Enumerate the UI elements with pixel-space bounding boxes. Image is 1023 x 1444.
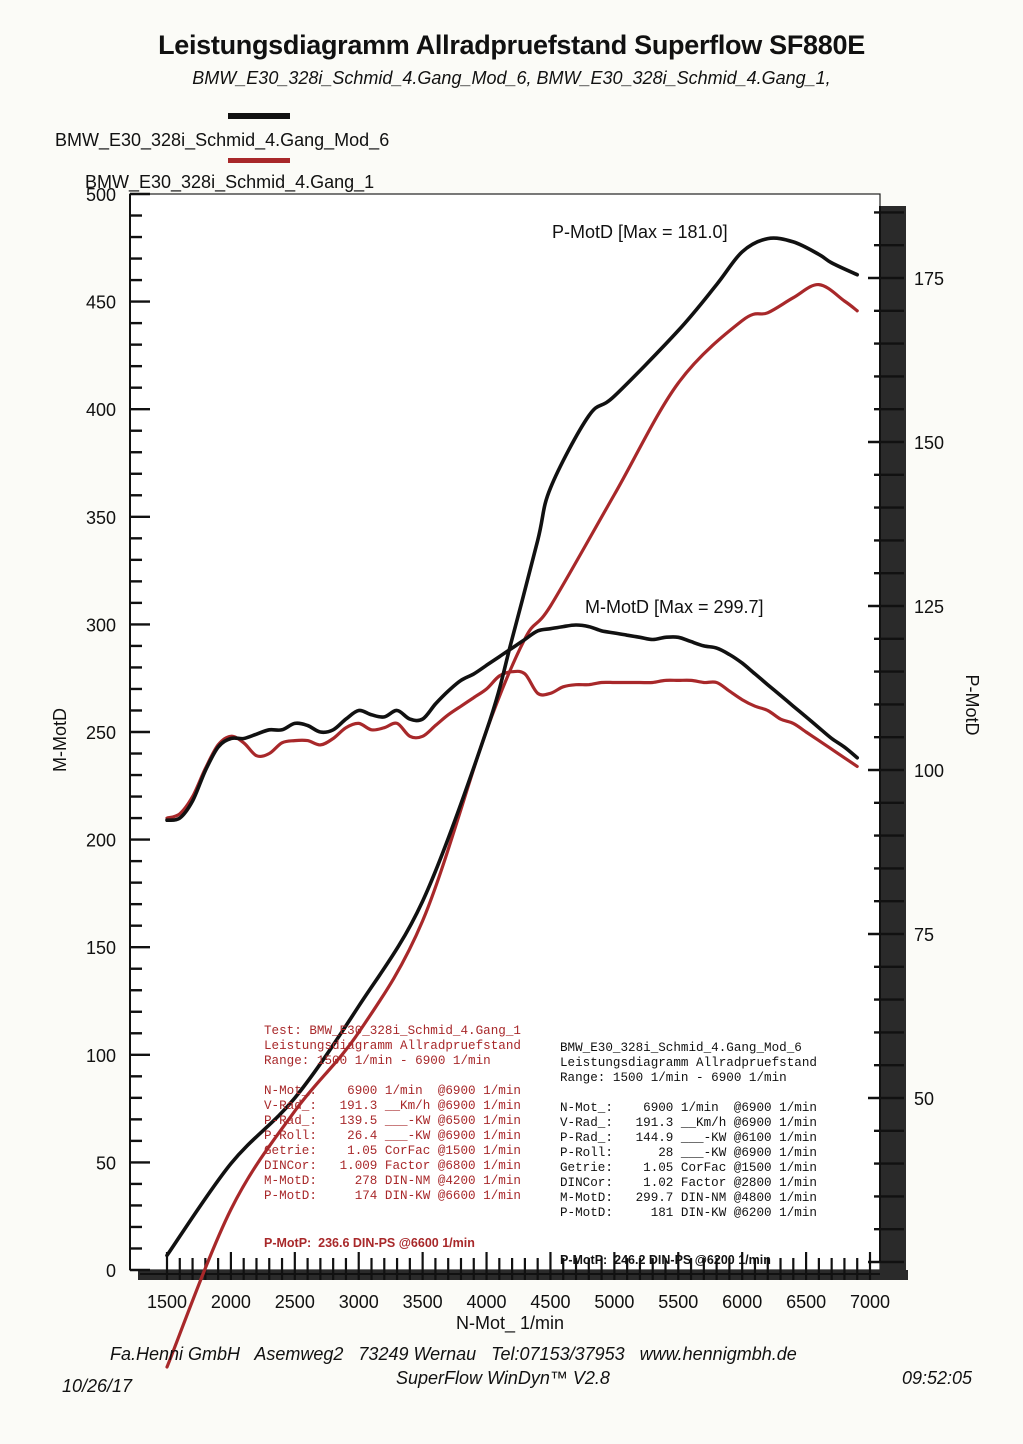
y-right-tick-label: 100 bbox=[914, 761, 944, 781]
panel-line: V-Rad_: 191.3 __Km/h @6900 1/min bbox=[264, 1099, 521, 1113]
power-line-mod6 bbox=[165, 236, 859, 1258]
y-left-tick-label: 400 bbox=[86, 400, 116, 420]
panel-line: P-MotD: 181 DIN-KW @6200 1/min bbox=[560, 1206, 817, 1220]
y-left-tick-label: 450 bbox=[86, 293, 116, 313]
panel-line: P-Rad_: 144.9 ___-KW @6100 1/min bbox=[560, 1131, 817, 1145]
panel-line: Getrie: 1.05 CorFac @1500 1/min bbox=[264, 1144, 521, 1158]
panel-line: Test: BMW_E30_328i_Schmid_4.Gang_1 bbox=[264, 1024, 521, 1038]
panel-red-summary: P-MotP: 236.6 DIN-PS @6600 1/min bbox=[264, 1236, 475, 1250]
y-right-tick-label: 75 bbox=[914, 925, 934, 945]
y-left-tick-label: 100 bbox=[86, 1046, 116, 1066]
x-tick-label: 1500 bbox=[147, 1292, 187, 1312]
y-left-tick-label: 0 bbox=[106, 1261, 116, 1281]
torque-max-annotation: M-MotD [Max = 299.7] bbox=[585, 597, 764, 617]
panel-black-summary: P-MotP: 246.2 DIN-PS @6200 1/min bbox=[560, 1253, 771, 1267]
x-tick-label: 3000 bbox=[339, 1292, 379, 1312]
panel-line bbox=[264, 1069, 521, 1084]
panel-line: Getrie: 1.05 CorFac @1500 1/min bbox=[560, 1161, 817, 1175]
chart-title: Leistungsdiagramm Allradpruefstand Super… bbox=[158, 30, 865, 60]
y-left-tick-label: 150 bbox=[86, 938, 116, 958]
y-axis-right-label: P-MotD bbox=[962, 674, 982, 735]
x-tick-label: 6500 bbox=[786, 1292, 826, 1312]
panel-line: V-Rad_: 191.3 __Km/h @6900 1/min bbox=[560, 1116, 817, 1130]
x-tick-label: 5000 bbox=[594, 1292, 634, 1312]
power-line-gang1 bbox=[165, 283, 859, 1369]
torque-line-mod6 bbox=[165, 623, 859, 823]
panel-line: DINCor: 1.009 Factor @6800 1/min bbox=[264, 1159, 521, 1173]
panel-line: DINCor: 1.02 Factor @2800 1/min bbox=[560, 1176, 817, 1190]
legend-label-black: BMW_E30_328i_Schmid_4.Gang_Mod_6 bbox=[55, 130, 390, 150]
y-right-tick-label: 50 bbox=[914, 1089, 934, 1109]
data-panel-black: BMW_E30_328i_Schmid_4.Gang_Mod_6 Leistung… bbox=[560, 1011, 817, 1283]
legend-swatch-red bbox=[228, 158, 290, 163]
panel-line: P-MotD: 174 DIN-KW @6600 1/min bbox=[264, 1189, 521, 1203]
legend-swatch-black bbox=[228, 113, 290, 119]
data-panel-red: Test: BMW_E30_328i_Schmid_4.Gang_1 Leistu… bbox=[264, 994, 521, 1266]
panel-line: M-MotD: 299.7 DIN-NM @4800 1/min bbox=[560, 1191, 817, 1205]
panel-line: Range: 1500 1/min - 6900 1/min bbox=[560, 1071, 787, 1085]
panel-line: Range: 1500 1/min - 6900 1/min bbox=[264, 1054, 491, 1068]
panel-line bbox=[560, 1086, 817, 1101]
panel-line: P-Rad_: 139.5 ___-KW @6500 1/min bbox=[264, 1114, 521, 1128]
footer-time: 09:52:05 bbox=[902, 1368, 973, 1388]
panel-line: N-Mot_: 6900 1/min @6900 1/min bbox=[264, 1084, 521, 1098]
y-left-tick-label: 350 bbox=[86, 508, 116, 528]
y-right-tick-label: 125 bbox=[914, 597, 944, 617]
panel-line: Leistungsdiagramm Allradpruefstand bbox=[264, 1039, 521, 1053]
y-right-tick-label: 175 bbox=[914, 269, 944, 289]
y-left-tick-label: 500 bbox=[86, 185, 116, 205]
torque-line-gang1 bbox=[165, 669, 859, 820]
panel-line: N-Mot_: 6900 1/min @6900 1/min bbox=[560, 1101, 817, 1115]
x-tick-label: 7000 bbox=[850, 1292, 890, 1312]
footer-software: SuperFlow WinDyn™ V2.8 bbox=[396, 1368, 610, 1388]
footer-company: Fa.Henni GmbH Asemweg2 73249 Wernau Tel:… bbox=[110, 1344, 797, 1364]
y-left-tick-label: 300 bbox=[86, 615, 116, 635]
footer-date: 10/26/17 bbox=[62, 1376, 133, 1396]
y-left-tick-label: 200 bbox=[86, 831, 116, 851]
y-left-tick-label: 50 bbox=[96, 1153, 116, 1173]
y-left-tick-label: 250 bbox=[86, 723, 116, 743]
plot-shadow-right bbox=[880, 206, 906, 1274]
legend-label-red: BMW_E30_328i_Schmid_4.Gang_1 bbox=[85, 172, 375, 192]
x-tick-label: 3500 bbox=[403, 1292, 443, 1312]
x-tick-label: 2000 bbox=[211, 1292, 251, 1312]
plot-area bbox=[129, 193, 881, 1271]
x-tick-label: 6000 bbox=[722, 1292, 762, 1312]
panel-line: Leistungsdiagramm Allradpruefstand bbox=[560, 1056, 817, 1070]
panel-line: P-Roll: 28 ___-KW @6900 1/min bbox=[560, 1146, 817, 1160]
power-max-annotation: P-MotD [Max = 181.0] bbox=[552, 222, 728, 242]
x-axis-label: N-Mot_ 1/min bbox=[456, 1313, 564, 1334]
panel-line: BMW_E30_328i_Schmid_4.Gang_Mod_6 bbox=[560, 1041, 802, 1055]
y-right-tick-label: 150 bbox=[914, 433, 944, 453]
y-axis-left-label: M-MotD bbox=[50, 708, 70, 772]
x-tick-label: 4500 bbox=[530, 1292, 570, 1312]
panel-line: P-Roll: 26.4 ___-KW @6900 1/min bbox=[264, 1129, 521, 1143]
x-tick-label: 4000 bbox=[467, 1292, 507, 1312]
x-tick-label: 2500 bbox=[275, 1292, 315, 1312]
panel-line: M-MotD: 278 DIN-NM @4200 1/min bbox=[264, 1174, 521, 1188]
x-tick-label: 5500 bbox=[658, 1292, 698, 1312]
chart-subtitle: BMW_E30_328i_Schmid_4.Gang_Mod_6, BMW_E3… bbox=[192, 68, 831, 88]
